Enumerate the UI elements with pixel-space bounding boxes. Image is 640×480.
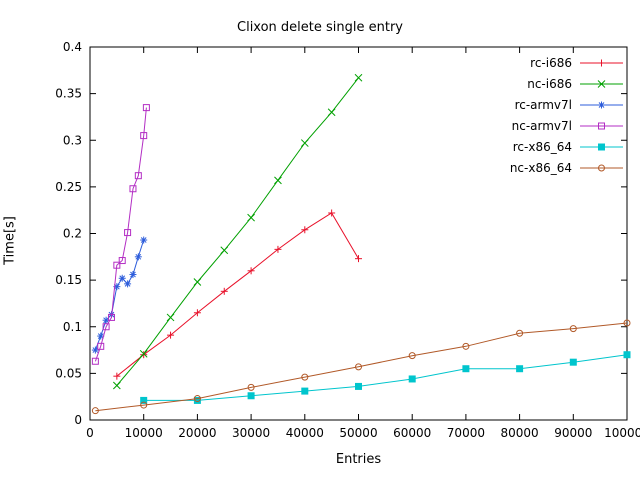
circle-open-marker <box>516 329 524 337</box>
square-open-marker <box>142 104 150 112</box>
legend-label-rc-armv7l: rc-armv7l <box>515 98 572 112</box>
square-filled-marker <box>355 382 362 390</box>
series-line-nc-i686 <box>116 77 359 386</box>
cross-marker <box>327 108 336 117</box>
square-open-marker <box>107 313 115 321</box>
square-open-marker <box>91 357 99 365</box>
legend-label-rc-i686: rc-i686 <box>530 56 572 70</box>
asterisk-marker <box>140 237 147 243</box>
square-open-marker <box>102 323 110 331</box>
asterisk-marker <box>124 280 131 287</box>
y-tick-label: 0 <box>74 413 82 427</box>
x-tick-label: 30000 <box>232 426 270 440</box>
cross-marker <box>597 80 606 88</box>
cross-marker <box>112 381 121 390</box>
asterisk-marker <box>113 283 120 290</box>
circle-open-marker <box>193 395 201 403</box>
square-open-marker <box>598 122 605 130</box>
asterisk-marker <box>598 102 605 108</box>
square-filled-marker <box>247 392 255 400</box>
x-tick-label: 10000 <box>125 426 163 440</box>
series-line-rc-i686 <box>116 212 359 377</box>
cross-marker <box>139 349 148 358</box>
y-tick-label: 0.15 <box>55 273 82 287</box>
circle-open-marker <box>408 352 416 360</box>
square-filled-marker <box>462 365 470 373</box>
cross-marker <box>300 139 309 147</box>
square-open-marker <box>124 229 132 237</box>
square-filled-marker <box>569 358 577 366</box>
circle-open-marker <box>623 319 631 327</box>
asterisk-marker <box>119 275 126 282</box>
square-open-marker <box>97 342 105 350</box>
circle-open-marker <box>355 363 362 371</box>
square-open-marker <box>118 257 126 265</box>
square-open-marker <box>134 172 142 180</box>
square-open-marker <box>113 261 121 269</box>
square-filled-marker <box>598 143 605 151</box>
cross-marker <box>247 213 255 222</box>
square-filled-marker <box>193 396 201 404</box>
circle-open-marker <box>462 342 470 350</box>
x-tick-label: 60000 <box>393 426 431 440</box>
cross-marker <box>354 73 363 82</box>
legend-label-nc-i686: nc-i686 <box>527 77 572 91</box>
y-tick-label: 0.25 <box>55 180 82 194</box>
square-filled-marker <box>516 365 524 373</box>
y-tick-label: 0.1 <box>63 320 82 334</box>
y-axis-label: Time[s] <box>2 216 18 265</box>
x-tick-label: 0 <box>86 426 94 440</box>
y-tick-label: 0.35 <box>55 87 82 101</box>
circle-open-marker <box>91 407 99 415</box>
square-filled-marker <box>408 375 416 383</box>
x-tick-label: 20000 <box>178 426 216 440</box>
circle-open-marker <box>301 373 309 381</box>
asterisk-marker <box>97 333 104 339</box>
circle-open-marker <box>247 383 255 391</box>
square-open-marker <box>140 132 148 140</box>
circle-open-marker <box>140 401 148 409</box>
cross-marker <box>166 313 175 322</box>
x-tick-label: 40000 <box>286 426 324 440</box>
x-tick-label: 70000 <box>447 426 485 440</box>
y-tick-label: 0.4 <box>63 40 82 54</box>
chart-title: Clixon delete single entry <box>237 20 403 35</box>
asterisk-marker <box>130 271 136 278</box>
legend-label-nc-x86_64: nc-x86_64 <box>510 161 572 175</box>
cross-marker <box>220 246 229 255</box>
series-line-nc-armv7l <box>94 107 147 362</box>
asterisk-marker <box>103 317 109 324</box>
y-tick-label: 0.3 <box>63 133 82 147</box>
cross-marker <box>274 176 282 185</box>
circle-open-marker <box>598 164 605 172</box>
x-tick-label: 50000 <box>339 426 377 440</box>
square-filled-marker <box>623 351 631 359</box>
asterisk-marker <box>135 253 142 260</box>
asterisk-marker <box>92 347 99 353</box>
square-open-marker <box>129 185 137 193</box>
legend-label-rc-x86_64: rc-x86_64 <box>513 140 572 154</box>
series-line-nc-x86_64 <box>95 322 628 412</box>
square-filled-marker <box>140 396 148 404</box>
series-line-rc-x86_64 <box>143 354 628 401</box>
x-tick-label: 80000 <box>501 426 539 440</box>
x-axis-label: Entries <box>335 452 382 467</box>
circle-open-marker <box>569 325 577 333</box>
x-tick-label: 90000 <box>554 426 592 440</box>
y-tick-label: 0.05 <box>55 366 82 380</box>
square-filled-marker <box>301 387 309 395</box>
y-tick-label: 0.2 <box>63 227 82 241</box>
cross-marker <box>193 278 202 286</box>
legend-label-nc-armv7l: nc-armv7l <box>512 119 572 133</box>
